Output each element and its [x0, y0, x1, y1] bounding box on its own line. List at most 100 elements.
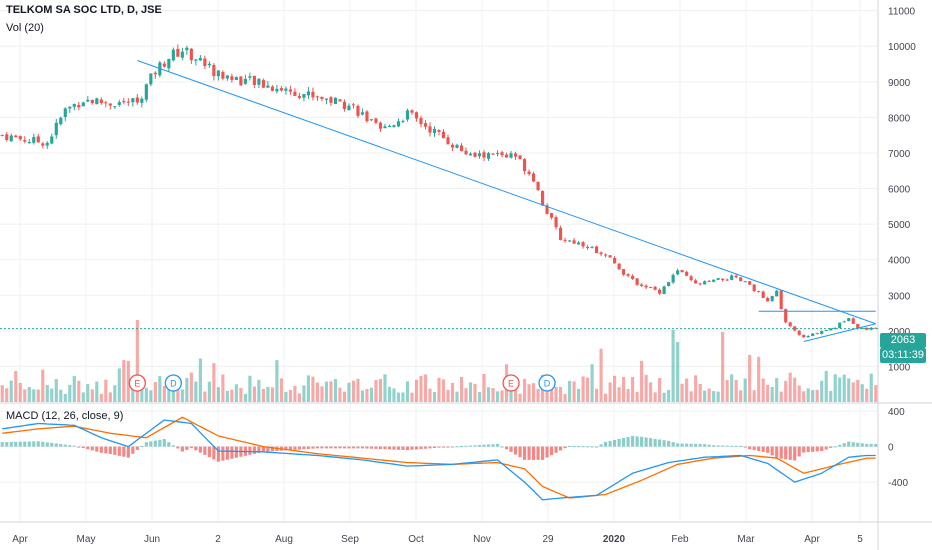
macd-histogram-bar [468, 445, 473, 447]
candle-body [802, 335, 806, 338]
volume-bar [140, 380, 144, 402]
candle-body [369, 119, 374, 121]
candle-body [23, 140, 27, 142]
candle-body [504, 154, 509, 158]
candle-body [50, 136, 54, 144]
candle-body [5, 134, 9, 140]
macd-histogram-bar [509, 446, 513, 452]
volume-bar [153, 382, 157, 402]
macd-histogram-bar [306, 446, 311, 449]
macd-histogram-bar [734, 445, 738, 447]
volume-bar [176, 383, 180, 402]
candle-body [495, 152, 500, 154]
volume-bar [572, 381, 576, 402]
volume-bar [329, 381, 333, 402]
volume-bar [63, 393, 67, 402]
volume-bar [320, 386, 324, 402]
volume-bar [775, 378, 779, 402]
candle-body [865, 327, 869, 330]
macd-histogram-bar [266, 446, 270, 452]
volume-bar [414, 379, 419, 402]
volume-bar [856, 379, 860, 402]
macd-histogram-bar [86, 446, 90, 450]
macd-histogram-bar [135, 446, 139, 450]
macd-histogram-bar [333, 446, 338, 449]
macd-histogram-bar [225, 446, 229, 460]
macd-histogram-bar [63, 444, 67, 447]
volume-bar [158, 376, 162, 402]
macd-histogram-bar [824, 446, 828, 450]
time-tick-label: Apr [804, 534, 820, 545]
volume-bar [667, 389, 671, 402]
macd-histogram-bar [81, 446, 85, 449]
volume-bar [131, 382, 135, 402]
volume-bar [441, 379, 446, 402]
price-candles [0, 44, 878, 338]
macd-histogram-bar [18, 441, 22, 447]
macd-histogram-bar [784, 446, 788, 460]
volume-bar [622, 376, 626, 402]
macd-histogram-bar [865, 443, 869, 447]
candle-body [536, 181, 540, 191]
candle-body [63, 108, 67, 118]
macd-histogram-bar [248, 446, 252, 455]
macd-histogram-bar [270, 446, 274, 452]
volume-bar [482, 373, 486, 402]
price-tick-label: 9000 [888, 78, 911, 89]
candle-body [365, 111, 369, 122]
candle-body [788, 322, 792, 327]
volume-bar [405, 381, 410, 402]
macd-histogram-bar [473, 445, 477, 447]
volume-bar [811, 390, 815, 402]
volume-bar [18, 382, 22, 402]
candle-body [59, 117, 63, 125]
volume-bar [230, 389, 234, 402]
volume-bar [874, 385, 878, 402]
price-tick-label: 4000 [888, 256, 911, 267]
macd-histogram-bar [36, 441, 40, 447]
volume-bar [743, 378, 747, 402]
volume-bar [450, 382, 455, 402]
candle-body [644, 285, 648, 288]
volume-bar [293, 386, 297, 402]
macd-histogram-bar [608, 440, 612, 447]
macd-histogram-bar [450, 446, 455, 448]
volume-bar [784, 380, 788, 402]
time-tick-label: 5 [857, 534, 863, 545]
macd-histogram-bar [176, 446, 180, 449]
candle-body [405, 110, 410, 120]
candle-body [68, 106, 72, 109]
candle-body [243, 78, 247, 84]
macd-histogram-bar [311, 446, 315, 449]
volume-bar [401, 392, 405, 402]
volume-legend: Vol (20) [6, 22, 44, 34]
candle-body [613, 257, 617, 264]
candle-body [797, 330, 801, 335]
macd-histogram-bar [766, 446, 770, 453]
candle-body [18, 136, 22, 140]
candle-body [450, 144, 455, 148]
macd-histogram-bar [851, 442, 855, 447]
macd-histogram-bar [838, 444, 842, 447]
macd-histogram-bar [617, 438, 621, 447]
volume-bar [221, 374, 225, 402]
earnings-marker [128, 374, 146, 392]
volume-bar [261, 388, 265, 402]
candle-body [869, 327, 873, 330]
candle-body [414, 112, 419, 119]
macd-histogram-bar [586, 446, 590, 448]
candle-body [770, 296, 774, 301]
volume-bar [248, 375, 252, 402]
macd-histogram-bar [793, 446, 797, 461]
volume-bar [549, 380, 554, 402]
candle-body [32, 137, 36, 143]
volume-bar [387, 386, 392, 402]
candle-body [441, 131, 446, 139]
candle-body [104, 102, 108, 104]
candle-body [581, 242, 585, 247]
volume-bar [703, 390, 707, 402]
macd-histogram-bar [252, 446, 256, 454]
earnings-marker [502, 374, 520, 392]
macd-histogram-bar [41, 441, 45, 447]
candle-body [248, 76, 252, 78]
